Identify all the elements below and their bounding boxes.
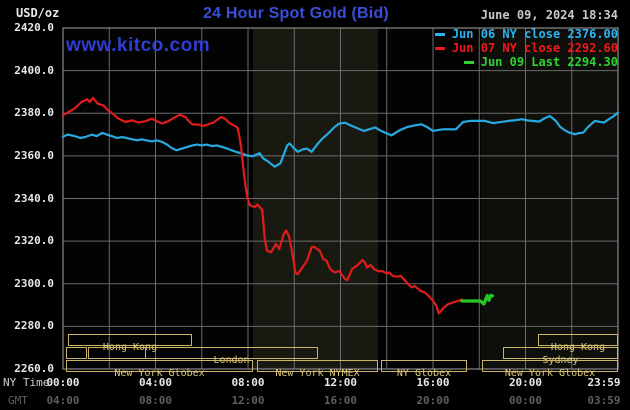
gmt-tick-label: 20:00 <box>416 394 450 407</box>
gmt-tick-label: 16:00 <box>323 394 358 407</box>
ny-tick-label: 23:59 <box>587 376 621 389</box>
session-box-new-york-nymex: New York NYMEX <box>257 360 378 379</box>
y-tick-label: 2320.0 <box>14 234 54 248</box>
legend-item-0: Jun 06 NY close 2376.00 <box>434 27 618 41</box>
legend-label: Jun 06 NY close 2376.00 <box>451 27 618 41</box>
session-box-new-york-globex: New York Globex <box>482 360 618 379</box>
page-title: 24 Hour Spot Gold (Bid) <box>203 5 389 22</box>
legend-label: Jun 09 Last 2294.30 <box>480 55 618 69</box>
session-box <box>66 347 87 359</box>
ny-tick-label: 04:00 <box>138 376 173 389</box>
session-box-sydney: Sydney <box>503 347 618 366</box>
plot-border <box>62 27 619 370</box>
session-box-hong-kong: Hong Kong <box>68 334 192 353</box>
session-label: New York Globex <box>114 368 205 379</box>
ny-tick-label: 12:00 <box>323 376 358 389</box>
session-label: New York Globex <box>504 368 596 379</box>
gmt-tick-label: 12:00 <box>231 394 265 407</box>
session-label: New York NYMEX <box>275 368 360 379</box>
y-tick-label: 2300.0 <box>14 276 54 290</box>
y-tick-label: 2280.0 <box>14 319 54 333</box>
series-line-1 <box>61 96 463 315</box>
y-tick-label: 2360.0 <box>14 148 54 162</box>
legend-label: Jun 07 NY close 2292.60 <box>451 41 618 55</box>
ny-tick-label: 16:00 <box>416 376 450 389</box>
y-tick-label: 2380.0 <box>14 106 54 120</box>
series-line-0 <box>61 111 620 168</box>
y-tick-label: 2400.0 <box>14 63 54 77</box>
legend-dash-icon <box>463 61 474 64</box>
gmt-tick-label: 04:00 <box>46 394 80 407</box>
unit-label: USD/oz <box>16 6 60 20</box>
session-box-ny-globex: NY Globex <box>381 360 467 379</box>
session-box <box>88 347 146 359</box>
gmt-tick-label: 00:00 <box>508 394 543 407</box>
session-box-new-york-globex: New York Globex <box>66 360 253 379</box>
gmt-tick-label: 03:59 <box>587 394 621 407</box>
session-box-london: London <box>145 347 318 366</box>
gmt-axis-label: GMT <box>8 394 28 407</box>
series-line-2 <box>460 293 494 306</box>
legend-item-1: Jun 07 NY close 2292.60 <box>434 41 618 55</box>
legend-item-2: Jun 09 Last 2294.30 <box>435 55 618 69</box>
ny-tick-label: 08:00 <box>231 376 265 389</box>
gmt-tick-label: 08:00 <box>138 394 173 407</box>
legend: Jun 06 NY close 2376.00 Jun 07 NY close 2… <box>434 27 618 69</box>
kitco-watermark-link[interactable]: www.kitco.com <box>66 35 211 56</box>
datetime: June 09, 2024 18:34 <box>480 8 618 22</box>
session-label: NY Globex <box>396 368 452 379</box>
ny-tick-label: 00:00 <box>46 376 80 389</box>
legend-dash-icon <box>434 47 445 50</box>
y-tick-label: 2340.0 <box>14 191 54 205</box>
y-tick-label: 2420.0 <box>14 21 54 34</box>
ny-tick-label: 20:00 <box>508 376 543 389</box>
ny-time-axis-label: NY Time <box>3 376 50 389</box>
legend-dash-icon <box>434 33 445 36</box>
session-box-hong-kong: Hong Kong <box>538 334 618 353</box>
y-tick-label: 2260.0 <box>14 362 54 375</box>
